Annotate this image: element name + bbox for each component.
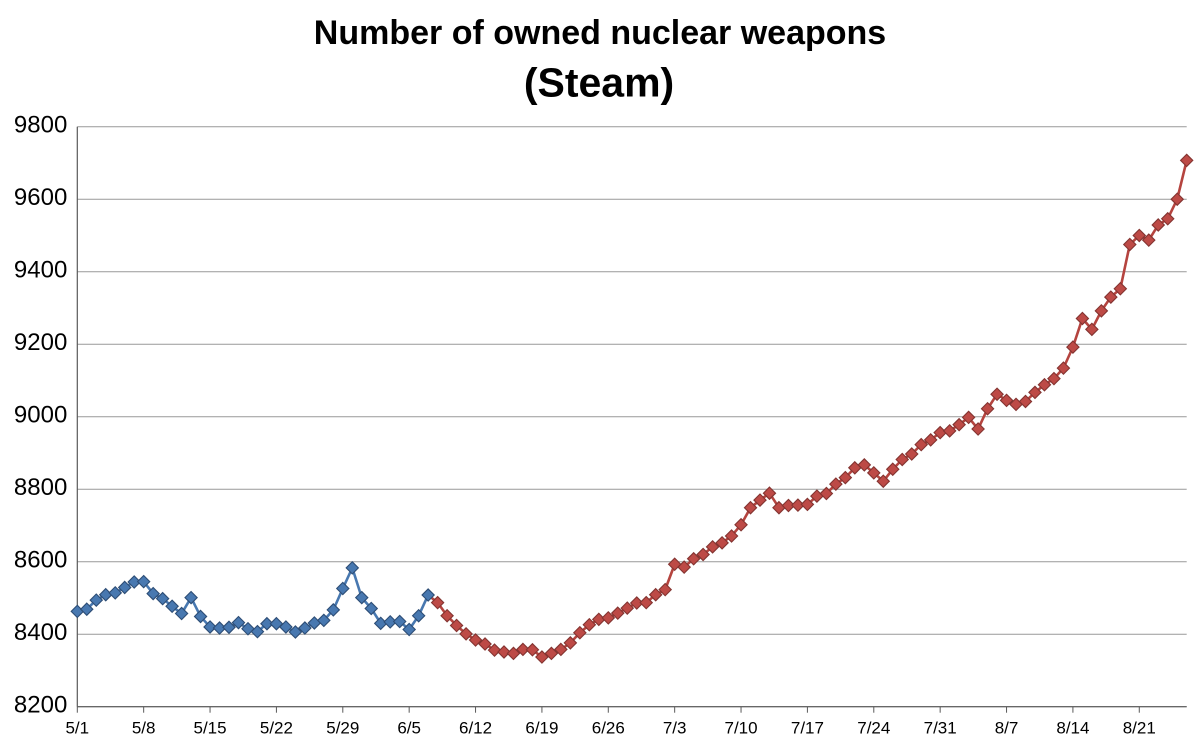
svg-text:9200: 9200 bbox=[14, 329, 67, 356]
svg-text:5/8: 5/8 bbox=[132, 719, 156, 738]
svg-text:8/7: 8/7 bbox=[995, 719, 1019, 738]
svg-text:8200: 8200 bbox=[14, 692, 67, 719]
svg-text:9400: 9400 bbox=[14, 257, 67, 284]
svg-text:6/19: 6/19 bbox=[525, 719, 558, 738]
svg-text:9000: 9000 bbox=[14, 402, 67, 429]
svg-text:6/26: 6/26 bbox=[592, 719, 625, 738]
svg-text:6/12: 6/12 bbox=[459, 719, 492, 738]
svg-text:8/14: 8/14 bbox=[1056, 719, 1089, 738]
svg-text:6/5: 6/5 bbox=[397, 719, 421, 738]
svg-text:9800: 9800 bbox=[14, 112, 67, 139]
svg-text:8600: 8600 bbox=[14, 547, 67, 574]
svg-text:8800: 8800 bbox=[14, 474, 67, 501]
svg-text:(Steam): (Steam) bbox=[524, 60, 674, 106]
svg-text:7/31: 7/31 bbox=[924, 719, 957, 738]
svg-text:5/22: 5/22 bbox=[260, 719, 293, 738]
svg-text:Number of owned nuclear weapon: Number of owned nuclear weapons bbox=[314, 14, 886, 52]
svg-text:7/24: 7/24 bbox=[857, 719, 890, 738]
svg-text:8/21: 8/21 bbox=[1123, 719, 1156, 738]
svg-text:5/29: 5/29 bbox=[326, 719, 359, 738]
svg-text:8400: 8400 bbox=[14, 619, 67, 646]
svg-text:5/15: 5/15 bbox=[194, 719, 227, 738]
svg-text:5/1: 5/1 bbox=[65, 719, 89, 738]
svg-text:7/17: 7/17 bbox=[791, 719, 824, 738]
svg-text:7/10: 7/10 bbox=[724, 719, 757, 738]
svg-text:9600: 9600 bbox=[14, 184, 67, 211]
svg-text:7/3: 7/3 bbox=[663, 719, 687, 738]
